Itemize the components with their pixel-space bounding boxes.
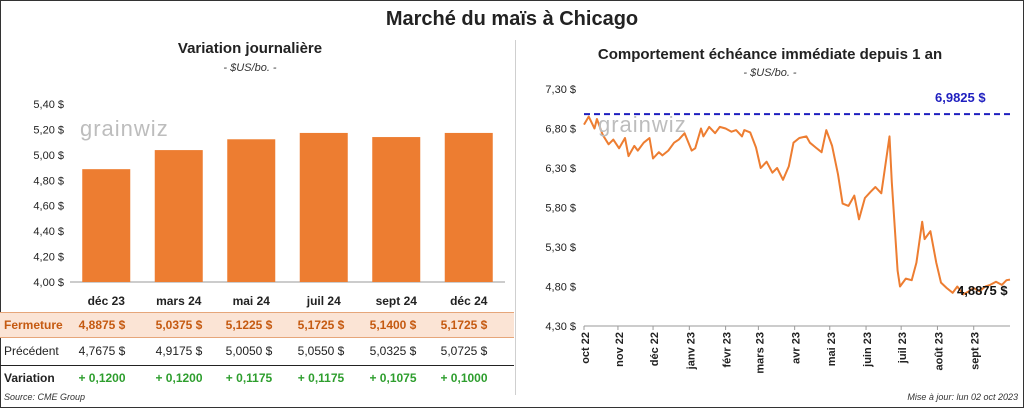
bar bbox=[299, 132, 348, 282]
x-tick-label: nov 22 bbox=[614, 332, 626, 367]
x-tick-label: oct 22 bbox=[580, 332, 592, 364]
table-cell: 4,7675 $ bbox=[78, 344, 126, 358]
source-note: Source: CME Group bbox=[4, 392, 86, 402]
y-tick-label: 5,00 $ bbox=[33, 150, 64, 162]
line-chart: 4,30 $ 4,80 $ 5,30 $ 5,80 $ 6,30 $ 6,80 $ 7,30… bbox=[545, 84, 1011, 374]
x-tick-label: juil 24 bbox=[306, 294, 341, 308]
bar bbox=[372, 137, 421, 282]
x-tick-label: mai 23 bbox=[826, 332, 838, 366]
x-tick-label: mars 24 bbox=[156, 294, 202, 308]
max-price-label: 6,9825 $ bbox=[935, 90, 986, 105]
y-tick-label: 4,00 $ bbox=[33, 277, 64, 289]
table-cell: + 0,1200 bbox=[78, 371, 126, 385]
table-cell: + 0,1000 bbox=[440, 371, 488, 385]
y-tick-label: 6,80 $ bbox=[545, 124, 576, 136]
x-tick-label: déc 23 bbox=[88, 294, 126, 308]
table-row-precedent: Précédent 4,7675 $ 4,9175 $ 5,0050 $ 5,0… bbox=[0, 339, 514, 363]
y-tick-label: 5,20 $ bbox=[33, 124, 64, 136]
table-cell: 5,0050 $ bbox=[225, 344, 273, 358]
x-tick-label: sept 24 bbox=[376, 294, 418, 308]
table-cell: 4,9175 $ bbox=[155, 344, 203, 358]
x-tick-label: juin 23 bbox=[862, 332, 874, 368]
x-tick-label: mars 23 bbox=[754, 332, 766, 374]
y-tick-label: 4,20 $ bbox=[33, 252, 64, 264]
x-tick-label: avr 23 bbox=[791, 332, 803, 364]
x-tick-label: mai 24 bbox=[233, 294, 271, 308]
x-tick-label: déc 22 bbox=[649, 332, 661, 366]
page-title: Marché du maïs à Chicago bbox=[385, 8, 639, 30]
y-tick-label: 4,40 $ bbox=[33, 226, 64, 238]
table-cell: 5,0550 $ bbox=[297, 344, 345, 358]
table-row-variation: Variation + 0,1200 + 0,1200 + 0,1175 + 0… bbox=[0, 365, 514, 390]
last-price-label: 4,8875 $ bbox=[957, 283, 1008, 298]
x-tick-label: sept 23 bbox=[970, 332, 982, 370]
row-label-precedent: Précédent bbox=[4, 344, 59, 358]
bar bbox=[227, 139, 276, 282]
row-label-variation: Variation bbox=[4, 371, 55, 385]
x-tick-label: juil 23 bbox=[897, 332, 909, 364]
y-tick-label: 5,40 $ bbox=[33, 99, 64, 111]
table-cell: 5,0325 $ bbox=[369, 344, 417, 358]
y-tick-label: 5,80 $ bbox=[545, 203, 576, 215]
grainwiz-watermark: grainwiz bbox=[80, 116, 169, 141]
x-tick-label: août 23 bbox=[933, 332, 945, 371]
table-cell: + 0,1200 bbox=[155, 371, 203, 385]
price-series-line bbox=[583, 115, 1011, 296]
bar bbox=[154, 150, 203, 282]
bar bbox=[82, 169, 131, 282]
y-tick-label: 4,30 $ bbox=[545, 321, 576, 333]
table-cell: 5,1225 $ bbox=[225, 318, 273, 332]
table-row-fermeture: Fermeture 4,8875 $ 5,0375 $ 5,1225 $ 5,1… bbox=[0, 312, 514, 338]
grainwiz-watermark: grainwiz bbox=[598, 112, 687, 137]
table-cell: 5,1725 $ bbox=[297, 318, 345, 332]
table-cell: 5,0725 $ bbox=[440, 344, 488, 358]
left-chart-unit: - $US/bo. - bbox=[223, 62, 277, 74]
table-cell: 5,1725 $ bbox=[440, 318, 488, 332]
y-tick-label: 4,80 $ bbox=[33, 175, 64, 187]
y-tick-label: 4,60 $ bbox=[33, 201, 64, 213]
bar-chart: 4,00 $ 4,20 $ 4,40 $ 4,60 $ 4,80 $ 5,00 $ 5,20… bbox=[33, 99, 505, 308]
y-tick-label: 7,30 $ bbox=[545, 84, 576, 96]
panel-divider bbox=[515, 40, 516, 395]
table-cell: 4,8875 $ bbox=[78, 318, 126, 332]
table-cell: + 0,1075 bbox=[369, 371, 417, 385]
y-tick-label: 6,30 $ bbox=[545, 163, 576, 175]
right-chart-unit: - $US/bo. - bbox=[743, 67, 797, 79]
row-label-fermeture: Fermeture bbox=[4, 318, 63, 332]
table-cell: 5,0375 $ bbox=[155, 318, 203, 332]
bar bbox=[444, 132, 493, 282]
update-note: Mise à jour: lun 02 oct 2023 bbox=[907, 392, 1018, 402]
right-chart-title: Comportement échéance immédiate depuis 1… bbox=[597, 46, 943, 63]
table-cell: + 0,1175 bbox=[297, 371, 345, 385]
y-tick-label: 4,80 $ bbox=[545, 282, 576, 294]
table-cell: + 0,1175 bbox=[225, 371, 273, 385]
left-chart-title: Variation journalière bbox=[177, 40, 323, 57]
x-tick-label: déc 24 bbox=[450, 294, 488, 308]
y-tick-label: 5,30 $ bbox=[545, 242, 576, 254]
table-cell: 5,1400 $ bbox=[369, 318, 417, 332]
x-tick-label: janv 23 bbox=[685, 332, 697, 370]
x-tick-label: févr 23 bbox=[722, 332, 734, 367]
